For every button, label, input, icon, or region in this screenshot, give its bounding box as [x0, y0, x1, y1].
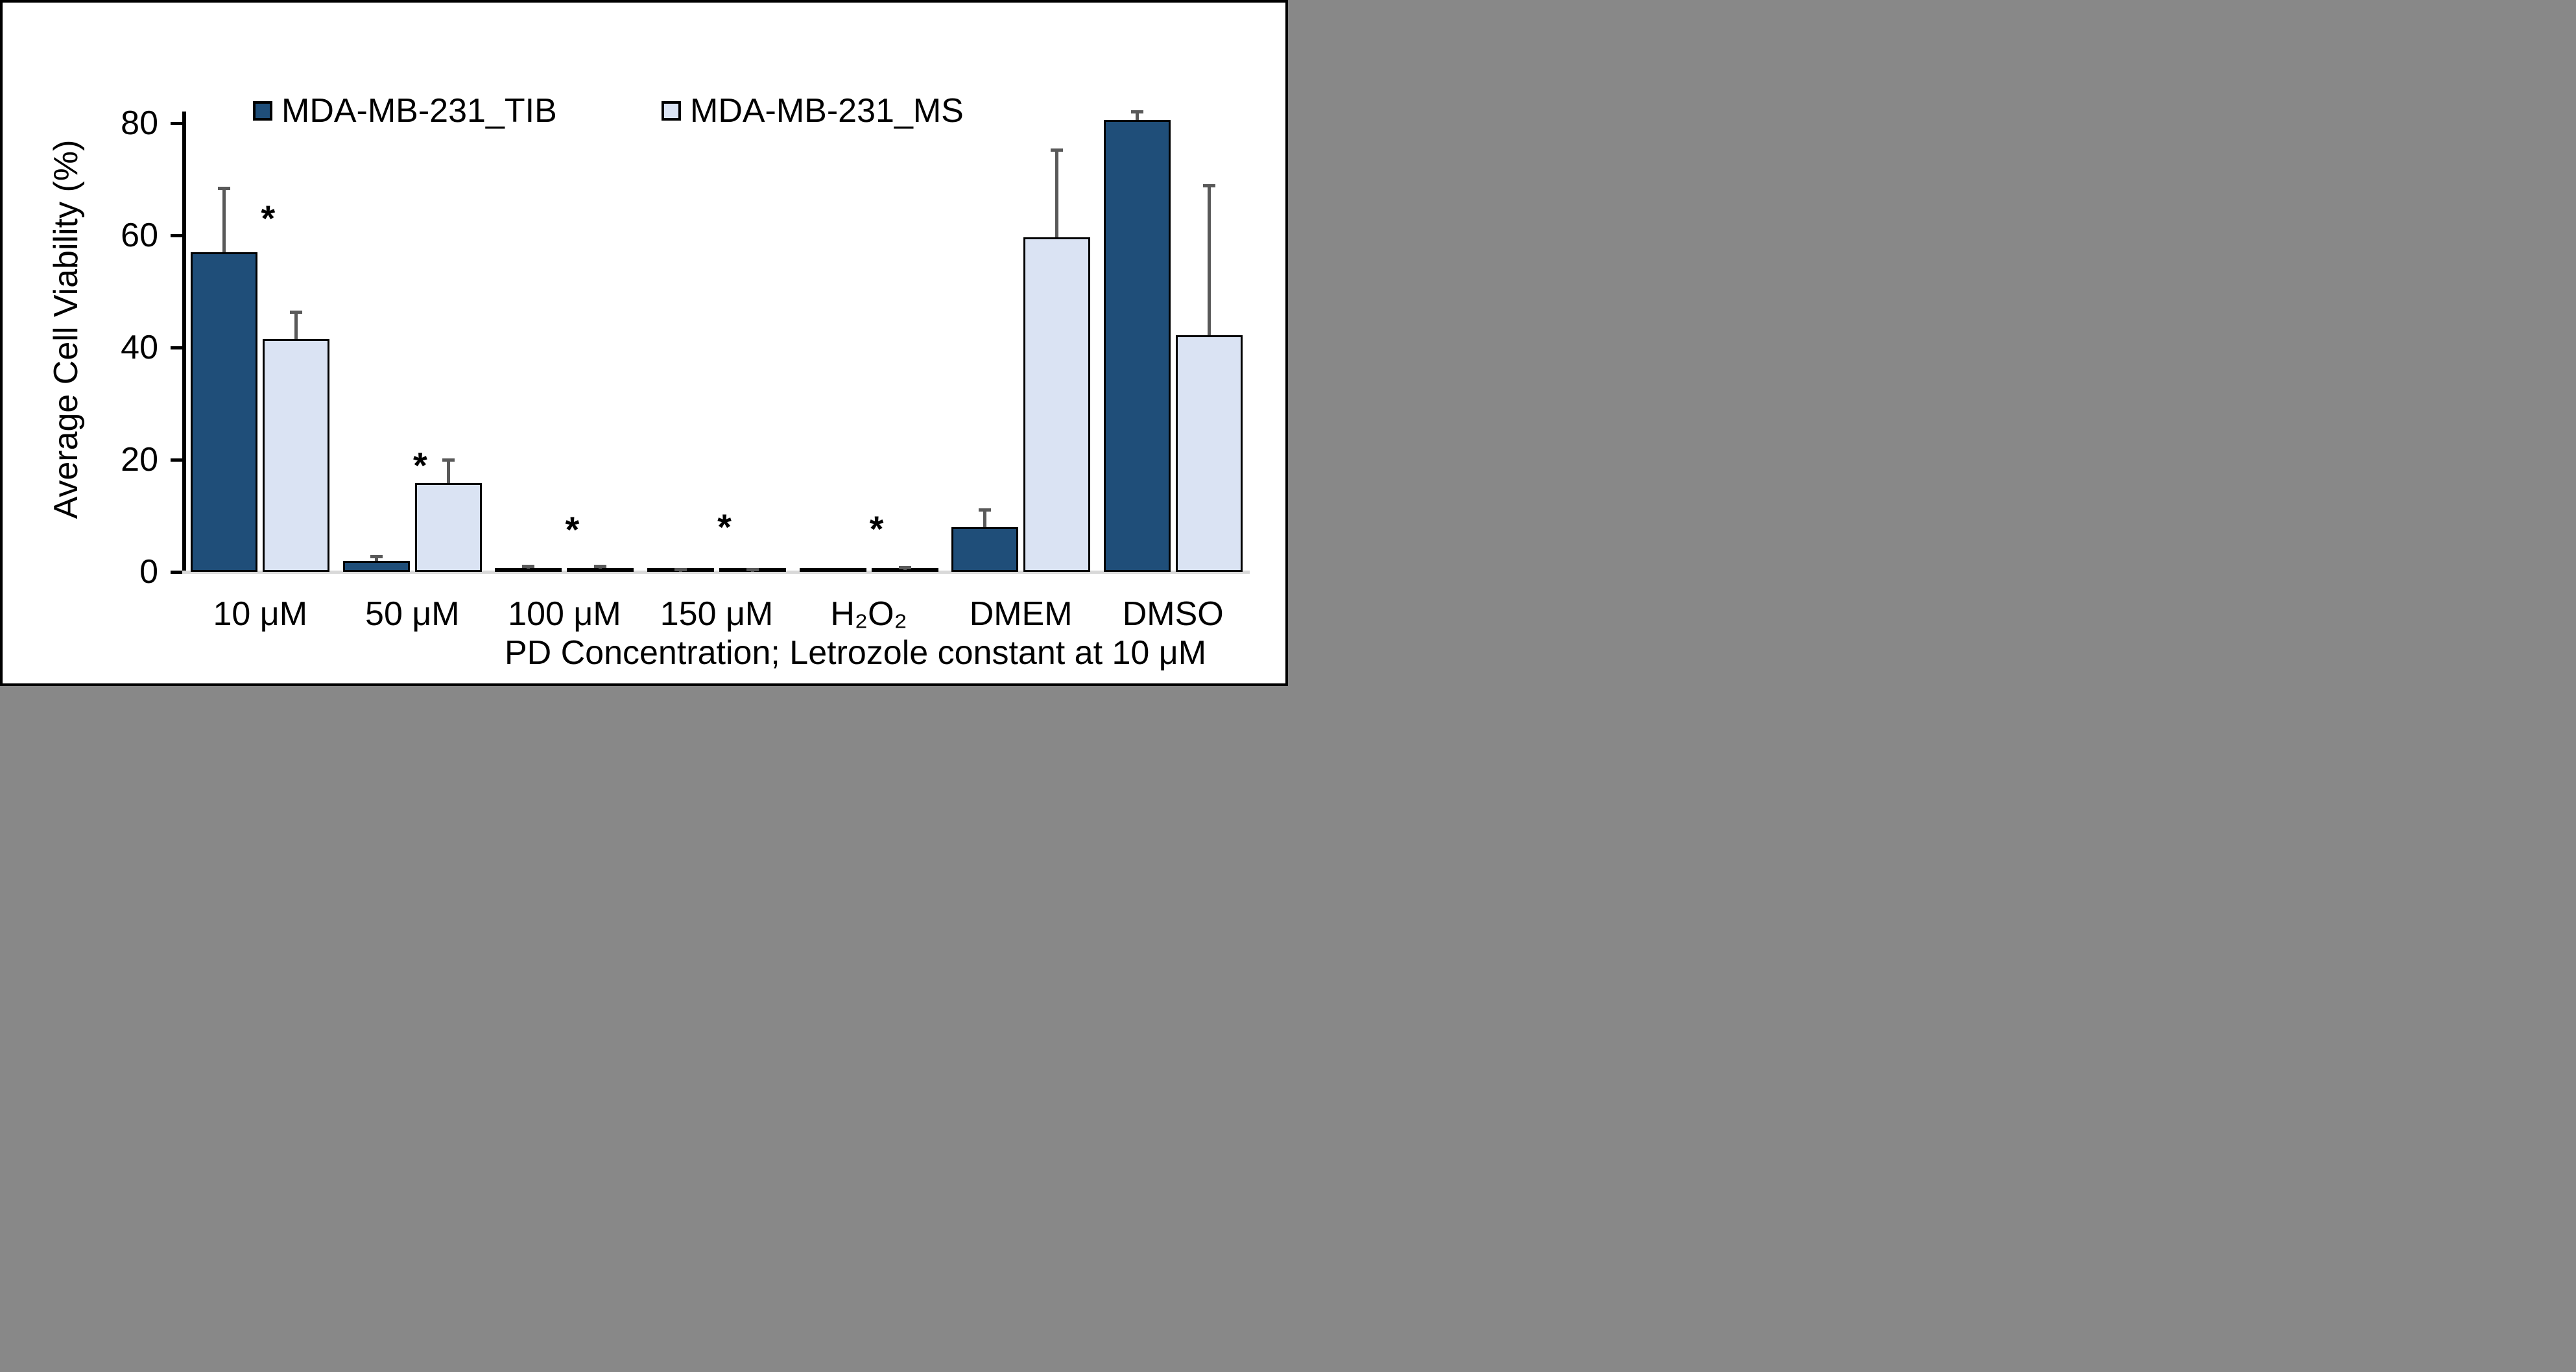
bar-ms-7 [1175, 335, 1243, 572]
x-category-label: DMEM [969, 595, 1073, 633]
error-bar-cap [442, 458, 455, 462]
error-bar-cap [1130, 110, 1143, 113]
bar-ms-3 [567, 567, 634, 572]
bar-ms-1 [263, 339, 330, 572]
significance-asterisk: * [565, 509, 580, 550]
bar-ms-6 [1023, 237, 1091, 572]
legend-item-ms: MDA-MB-231_MS [662, 91, 964, 131]
error-bar-stem [1207, 185, 1211, 335]
x-category-label: H₂O₂ [830, 595, 907, 633]
y-tick-label: 40 [121, 329, 158, 366]
bar-tib-5 [799, 568, 866, 572]
y-tick-mark [171, 458, 182, 462]
y-axis-line [182, 112, 186, 574]
y-tick-mark [171, 346, 182, 349]
error-bar-cap [218, 187, 231, 191]
legend-label-ms: MDA-MB-231_MS [690, 92, 964, 130]
significance-asterisk: * [412, 445, 427, 486]
y-tick-mark [171, 234, 182, 237]
significance-asterisk: * [869, 508, 884, 549]
significance-asterisk: * [261, 198, 276, 239]
x-category-label: 10 μM [213, 595, 308, 633]
x-axis-baseline [182, 571, 1250, 574]
error-bar-cap [746, 567, 759, 571]
significance-asterisk: * [717, 506, 732, 548]
y-tick-label: 20 [121, 441, 158, 479]
error-bar-cap [594, 565, 607, 569]
legend-label-tib: MDA-MB-231_TIB [281, 92, 557, 130]
error-bar-cap [898, 566, 911, 570]
bar-ms-2 [414, 483, 482, 572]
error-bar-cap [522, 565, 535, 569]
bar-chart-figure: Average Cell Viability (%) 0 20 40 60 80 MDA… [0, 0, 1288, 686]
y-tick-mark [171, 122, 182, 125]
error-bar-cap [1202, 183, 1215, 187]
bar-tib-3 [495, 567, 562, 572]
error-bar-stem [1055, 150, 1059, 238]
error-bar-cap [674, 567, 687, 571]
bar-tib-6 [951, 526, 1019, 572]
x-category-label: 150 μM [660, 595, 774, 633]
error-bar-cap [1051, 148, 1064, 152]
x-category-label: 100 μM [508, 595, 621, 633]
error-bar-stem [222, 189, 226, 252]
error-bar-stem [294, 313, 298, 340]
legend-swatch-tib [253, 101, 272, 121]
error-bar-stem [983, 510, 987, 527]
x-category-label: DMSO [1122, 595, 1224, 633]
error-bar-stem [374, 556, 378, 561]
error-bar-cap [370, 554, 383, 558]
x-category-label: 50 μM [365, 595, 460, 633]
y-tick-label: 60 [121, 217, 158, 254]
legend-item-tib: MDA-MB-231_TIB [253, 91, 557, 131]
bar-tib-2 [342, 560, 410, 572]
y-tick-label: 80 [121, 104, 158, 142]
y-tick-mark [171, 571, 182, 574]
error-bar-stem [446, 460, 450, 484]
error-bar-cap [290, 311, 303, 314]
error-bar-cap [979, 508, 992, 512]
y-tick-label: 0 [139, 553, 158, 591]
plot-area: * * * * * [184, 110, 1249, 572]
bar-tib-1 [191, 252, 258, 572]
legend-swatch-ms [662, 101, 681, 121]
bar-tib-7 [1103, 119, 1171, 572]
x-axis-title: PD Concentration; Letrozole constant at … [504, 634, 1207, 672]
error-bar-stem [1135, 112, 1139, 120]
